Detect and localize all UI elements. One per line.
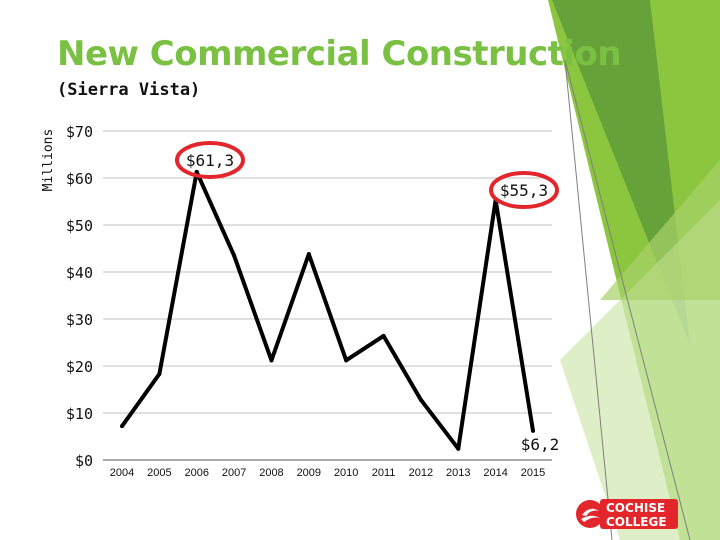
data-point — [157, 371, 162, 376]
data-point — [232, 253, 237, 258]
slide-decoration — [548, 0, 720, 540]
x-tick-label: 2005 — [147, 467, 171, 479]
data-point — [418, 397, 423, 402]
gridlines — [103, 130, 552, 461]
x-tick-label: 2006 — [184, 467, 208, 479]
data-series — [120, 169, 535, 451]
y-tick-label: $0 — [75, 452, 93, 470]
x-tick-label: 2015 — [521, 467, 545, 479]
data-label: $61,3 — [186, 151, 234, 170]
data-label: $6,2 — [521, 435, 560, 454]
logo-background — [600, 499, 678, 529]
line-chart: $0 $10 $20 $30 $40 $50 $60 $70 2004 2005 2006 2007… — [41, 123, 559, 479]
highlight-circle — [175, 141, 245, 179]
y-tick-label: $10 — [66, 405, 93, 423]
data-point — [456, 446, 461, 451]
x-tick-label: 2008 — [259, 467, 283, 479]
deco-band-mid — [600, 160, 720, 300]
series-line — [120, 169, 535, 451]
x-tick-label: 2010 — [334, 467, 358, 479]
x-tick-label: 2004 — [110, 467, 134, 479]
slide-title: New Commercial Construction — [57, 34, 622, 74]
data-point — [194, 169, 199, 174]
y-tick-labels: $0 $10 $20 $30 $40 $50 $60 $70 — [66, 123, 93, 470]
x-tick-label: 2013 — [446, 467, 470, 479]
logo-text: COCHISE COLLEGE — [606, 501, 667, 529]
y-tick-label: $70 — [66, 123, 93, 141]
logo-text-line-2: COLLEGE — [606, 515, 667, 529]
x-tick-label: 2007 — [222, 467, 246, 479]
data-label: $55,3 — [500, 181, 548, 200]
highlight-circle — [489, 171, 559, 209]
x-tick-label: 2014 — [483, 467, 507, 479]
logo-swoosh-icon — [582, 508, 599, 516]
deco-line-1 — [564, 59, 691, 540]
x-tick-label: 2011 — [372, 467, 396, 479]
x-tick-label: 2009 — [297, 467, 321, 479]
logo-emblem — [576, 500, 604, 528]
data-point — [344, 358, 349, 363]
logo-text-line-1: COCHISE — [606, 501, 666, 515]
x-tick-labels: 2004 2005 2006 2007 2008 2009 2010 2011 2012 2013… — [110, 467, 545, 479]
x-tick-label: 2012 — [409, 467, 433, 479]
annotations: $61,3 $55,3 $6,2 — [175, 141, 560, 454]
data-point — [269, 358, 274, 363]
y-axis-label: Millions — [41, 129, 56, 192]
y-tick-label: $30 — [66, 311, 93, 329]
data-point — [381, 333, 386, 338]
logo-swoosh-icon-2 — [581, 515, 600, 522]
data-point — [306, 252, 311, 257]
data-point — [531, 428, 535, 433]
slide-subtitle: (Sierra Vista) — [57, 80, 201, 100]
cochise-college-logo — [576, 499, 678, 529]
y-tick-label: $40 — [66, 264, 93, 282]
y-tick-label: $20 — [66, 358, 93, 376]
y-tick-label: $60 — [66, 170, 93, 188]
y-tick-label: $50 — [66, 217, 93, 235]
deco-line-2 — [564, 59, 613, 540]
data-point — [120, 424, 124, 429]
